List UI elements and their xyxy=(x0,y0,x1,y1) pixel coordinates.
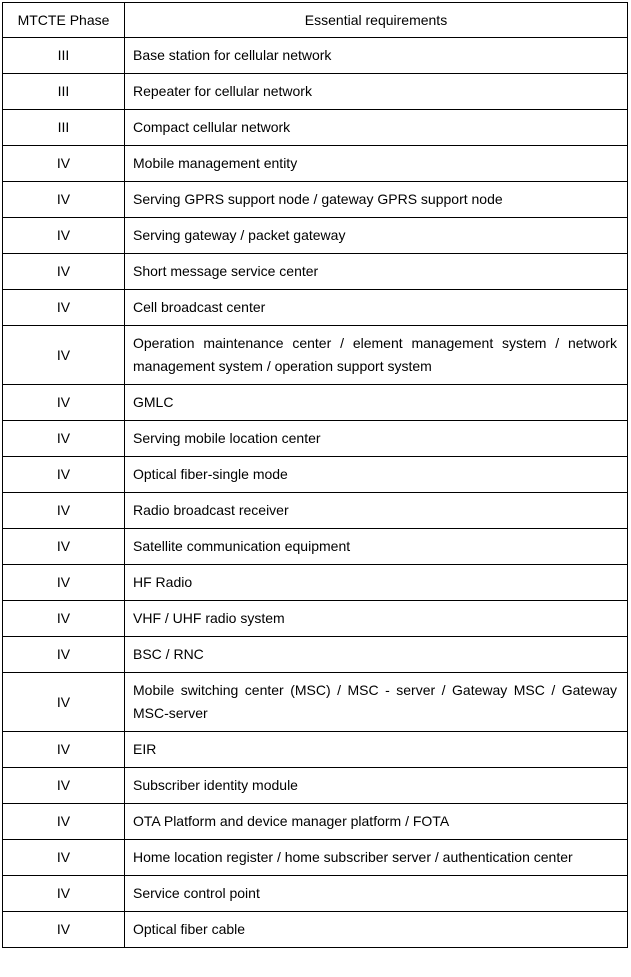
phase-cell: IV xyxy=(2,325,125,385)
phase-cell: IV xyxy=(2,492,125,529)
table-row: IV GMLC xyxy=(2,384,628,421)
requirement-cell: Service control point xyxy=(124,875,628,912)
requirement-cell: Home location register / home subscriber… xyxy=(124,839,628,876)
requirement-cell: Serving mobile location center xyxy=(124,420,628,457)
table-row: IV Mobile management entity xyxy=(2,145,628,182)
requirement-cell: EIR xyxy=(124,731,628,768)
phase-cell: IV xyxy=(2,289,125,326)
phase-cell: IV xyxy=(2,528,125,565)
table-row: IV EIR xyxy=(2,731,628,768)
table-row: IV Subscriber identity module xyxy=(2,767,628,804)
table-row: IV Satellite communication equipment xyxy=(2,528,628,565)
requirement-cell: Mobile management entity xyxy=(124,145,628,182)
requirement-cell: Repeater for cellular network xyxy=(124,73,628,110)
phase-cell: IV xyxy=(2,145,125,182)
requirement-cell: BSC / RNC xyxy=(124,636,628,673)
phase-cell: III xyxy=(2,37,125,74)
requirement-cell: Base station for cellular network xyxy=(124,37,628,74)
phase-cell: IV xyxy=(2,181,125,218)
requirement-cell: GMLC xyxy=(124,384,628,421)
table-row: IV Service control point xyxy=(2,875,628,912)
phase-cell: IV xyxy=(2,600,125,637)
requirements-table: MTCTE Phase Essential requirements III Ba… xyxy=(2,2,628,948)
table-row: IV Optical fiber cable xyxy=(2,911,628,948)
phase-cell: IV xyxy=(2,217,125,254)
phase-cell: IV xyxy=(2,564,125,601)
requirement-cell: HF Radio xyxy=(124,564,628,601)
requirement-cell: Mobile switching center (MSC) / MSC - se… xyxy=(124,672,628,732)
phase-cell: IV xyxy=(2,253,125,290)
table-body: III Base station for cellular network III R… xyxy=(2,37,628,948)
requirement-cell: OTA Platform and device manager platform… xyxy=(124,803,628,840)
requirement-cell: Operation maintenance center / element m… xyxy=(124,325,628,385)
table-header-row: MTCTE Phase Essential requirements xyxy=(2,2,628,38)
phase-cell: IV xyxy=(2,420,125,457)
table-row: IV Home location register / home subscrib… xyxy=(2,839,628,876)
column-header-requirements: Essential requirements xyxy=(124,2,628,38)
table-row: III Repeater for cellular network xyxy=(2,73,628,110)
table-row: IV Mobile switching center (MSC) / MSC - … xyxy=(2,672,628,732)
phase-cell: IV xyxy=(2,911,125,948)
phase-cell: IV xyxy=(2,384,125,421)
requirement-cell: Compact cellular network xyxy=(124,109,628,146)
table-row: III Compact cellular network xyxy=(2,109,628,146)
phase-cell: IV xyxy=(2,672,125,732)
table-row: IV OTA Platform and device manager platfo… xyxy=(2,803,628,840)
table-row: III Base station for cellular network xyxy=(2,37,628,74)
table-row: IV Serving GPRS support node / gateway GP… xyxy=(2,181,628,218)
table-row: IV Operation maintenance center / element… xyxy=(2,325,628,385)
table-row: IV Radio broadcast receiver xyxy=(2,492,628,529)
phase-cell: IV xyxy=(2,636,125,673)
table-row: IV HF Radio xyxy=(2,564,628,601)
phase-cell: IV xyxy=(2,731,125,768)
requirement-cell: Subscriber identity module xyxy=(124,767,628,804)
requirement-cell: Serving gateway / packet gateway xyxy=(124,217,628,254)
phase-cell: III xyxy=(2,73,125,110)
requirement-cell: Serving GPRS support node / gateway GPRS… xyxy=(124,181,628,218)
table-row: IV Optical fiber-single mode xyxy=(2,456,628,493)
requirement-cell: Satellite communication equipment xyxy=(124,528,628,565)
phase-cell: IV xyxy=(2,803,125,840)
requirement-cell: Optical fiber-single mode xyxy=(124,456,628,493)
phase-cell: IV xyxy=(2,839,125,876)
phase-cell: IV xyxy=(2,767,125,804)
phase-cell: III xyxy=(2,109,125,146)
phase-cell: IV xyxy=(2,875,125,912)
column-header-phase: MTCTE Phase xyxy=(2,2,125,38)
requirement-cell: Optical fiber cable xyxy=(124,911,628,948)
table-row: IV Serving mobile location center xyxy=(2,420,628,457)
table-row: IV VHF / UHF radio system xyxy=(2,600,628,637)
table-row: IV Serving gateway / packet gateway xyxy=(2,217,628,254)
requirement-cell: VHF / UHF radio system xyxy=(124,600,628,637)
requirement-cell: Radio broadcast receiver xyxy=(124,492,628,529)
requirement-cell: Cell broadcast center xyxy=(124,289,628,326)
phase-cell: IV xyxy=(2,456,125,493)
table-row: IV Short message service center xyxy=(2,253,628,290)
table-row: IV Cell broadcast center xyxy=(2,289,628,326)
requirement-cell: Short message service center xyxy=(124,253,628,290)
table-row: IV BSC / RNC xyxy=(2,636,628,673)
